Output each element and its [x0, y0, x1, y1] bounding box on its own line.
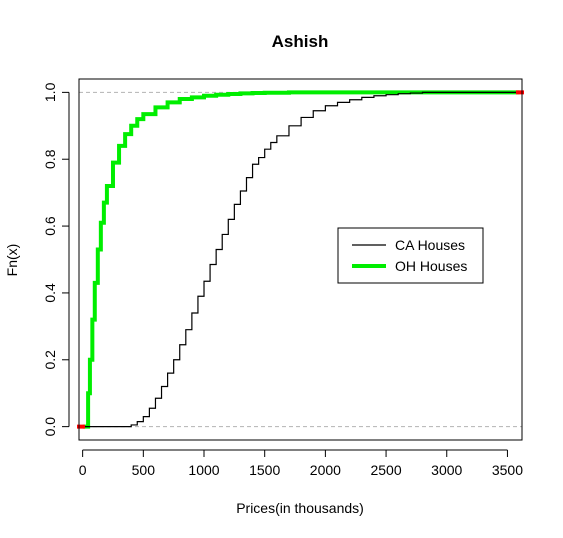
x-tick-label: 0 [79, 462, 87, 478]
legend-label-ca-houses: CA Houses [395, 237, 465, 253]
y-tick-label: 0.2 [42, 350, 58, 370]
chart-title: Ashish [272, 32, 329, 51]
x-axis-label: Prices(in thousands) [236, 500, 364, 516]
x-tick-label: 1500 [249, 462, 280, 478]
y-axis: 0.0 0.2 0.4 0.6 0.8 1.0 [42, 82, 70, 437]
y-axis-label: Fn(x) [4, 244, 20, 277]
legend-label-oh-houses: OH Houses [395, 258, 467, 274]
x-axis: 0 500 1000 1500 2000 2500 3000 3500 [79, 449, 523, 478]
y-tick-label: 0.4 [42, 283, 58, 303]
x-tick-label: 2500 [370, 462, 401, 478]
legend-box [337, 227, 484, 284]
y-tick-label: 0.6 [42, 216, 58, 236]
series-line-oh-houses [82, 90, 520, 429]
x-tick-label: 1000 [188, 462, 219, 478]
x-tick-label: 2000 [310, 462, 341, 478]
x-tick-label: 500 [132, 462, 156, 478]
y-tick-label: 0.0 [42, 417, 58, 437]
x-tick-label: 3500 [492, 462, 523, 478]
series-line-ca-houses [82, 91, 520, 428]
y-tick-label: 0.8 [42, 149, 58, 169]
x-tick-label: 3000 [431, 462, 462, 478]
reference-lines [79, 91, 522, 428]
y-tick-label: 1.0 [42, 82, 58, 102]
plot-frame [78, 78, 523, 441]
series-layer [77, 90, 524, 429]
legend: CA Houses OH Houses [337, 227, 484, 284]
